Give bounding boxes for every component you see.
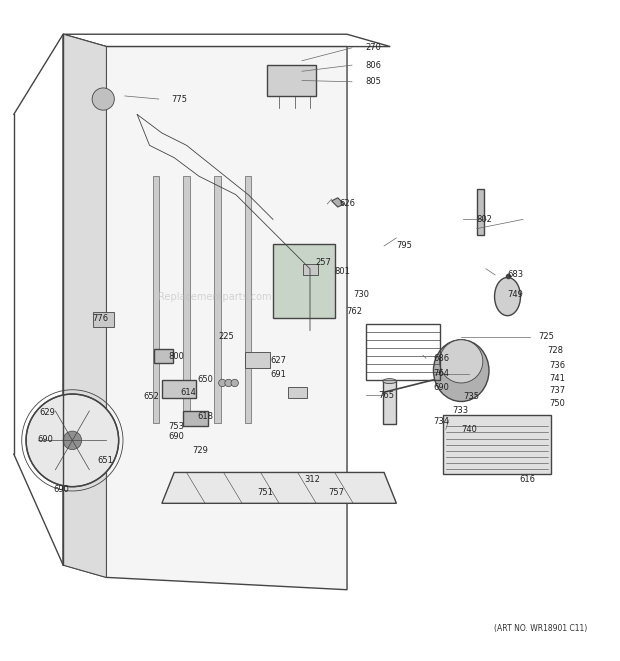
Circle shape	[92, 88, 114, 110]
Text: 734: 734	[433, 416, 450, 426]
Text: 690: 690	[168, 432, 184, 441]
Text: 741: 741	[549, 374, 565, 383]
Polygon shape	[63, 34, 106, 578]
Circle shape	[231, 379, 239, 387]
Ellipse shape	[440, 340, 483, 383]
Text: 614: 614	[180, 388, 197, 397]
Text: 257: 257	[315, 258, 331, 267]
Text: 618: 618	[198, 412, 214, 422]
Text: 686: 686	[433, 354, 450, 363]
Bar	[303, 264, 318, 275]
Bar	[245, 352, 270, 368]
Polygon shape	[332, 198, 344, 207]
Bar	[267, 65, 316, 96]
Bar	[288, 387, 307, 399]
Text: 312: 312	[304, 475, 320, 485]
Text: 225: 225	[219, 332, 234, 341]
Text: 683: 683	[508, 270, 524, 280]
Circle shape	[26, 394, 118, 486]
Text: 690: 690	[433, 383, 450, 392]
Text: 765: 765	[378, 391, 394, 400]
Ellipse shape	[383, 379, 396, 383]
Text: 751: 751	[257, 488, 273, 497]
Bar	[366, 325, 440, 380]
Text: 652: 652	[143, 392, 159, 401]
Bar	[162, 380, 196, 399]
Text: 753: 753	[168, 422, 184, 431]
Text: 750: 750	[549, 399, 565, 408]
Text: (ART NO. WR18901 C11): (ART NO. WR18901 C11)	[495, 624, 588, 633]
Text: 801: 801	[335, 267, 350, 276]
Text: 627: 627	[270, 356, 286, 365]
Polygon shape	[215, 176, 221, 423]
Bar	[154, 349, 173, 363]
Text: 730: 730	[353, 290, 369, 299]
Text: 800: 800	[168, 352, 184, 361]
Text: 802: 802	[477, 215, 492, 224]
Bar	[477, 188, 484, 235]
Text: 729: 729	[193, 446, 208, 455]
Text: 270: 270	[366, 44, 381, 52]
Polygon shape	[162, 473, 396, 503]
Circle shape	[63, 431, 82, 449]
Text: Replacementparts.com: Replacementparts.com	[157, 292, 271, 301]
Text: 740: 740	[461, 425, 477, 434]
Text: 736: 736	[549, 361, 565, 370]
Bar	[443, 415, 551, 474]
Bar	[184, 410, 208, 426]
Text: 749: 749	[508, 290, 523, 299]
Bar	[383, 381, 396, 424]
Bar	[273, 244, 335, 318]
Text: 737: 737	[549, 387, 565, 395]
Text: 795: 795	[396, 241, 412, 251]
Text: 805: 805	[366, 77, 381, 86]
Bar	[93, 312, 114, 327]
Ellipse shape	[433, 340, 489, 401]
Text: 725: 725	[538, 332, 554, 341]
Text: 735: 735	[463, 392, 479, 401]
Text: 775: 775	[171, 95, 187, 104]
Text: 776: 776	[93, 314, 109, 323]
Circle shape	[219, 379, 226, 387]
Text: 650: 650	[198, 375, 213, 385]
Ellipse shape	[495, 278, 520, 316]
Polygon shape	[153, 176, 159, 423]
Text: 690: 690	[37, 435, 53, 444]
Text: 626: 626	[340, 200, 356, 208]
Polygon shape	[184, 176, 190, 423]
Text: 629: 629	[40, 408, 56, 417]
Text: 762: 762	[346, 307, 362, 317]
Polygon shape	[245, 176, 251, 423]
Text: 733: 733	[452, 407, 468, 415]
Text: 757: 757	[329, 488, 345, 497]
Text: 764: 764	[433, 369, 450, 378]
Text: 728: 728	[547, 346, 564, 355]
Text: 806: 806	[366, 61, 381, 69]
Circle shape	[225, 379, 232, 387]
Text: 651: 651	[97, 455, 113, 465]
Polygon shape	[63, 34, 106, 578]
Text: 690: 690	[54, 485, 69, 494]
Text: 691: 691	[270, 370, 286, 379]
Polygon shape	[106, 46, 347, 590]
Text: 616: 616	[520, 475, 536, 485]
